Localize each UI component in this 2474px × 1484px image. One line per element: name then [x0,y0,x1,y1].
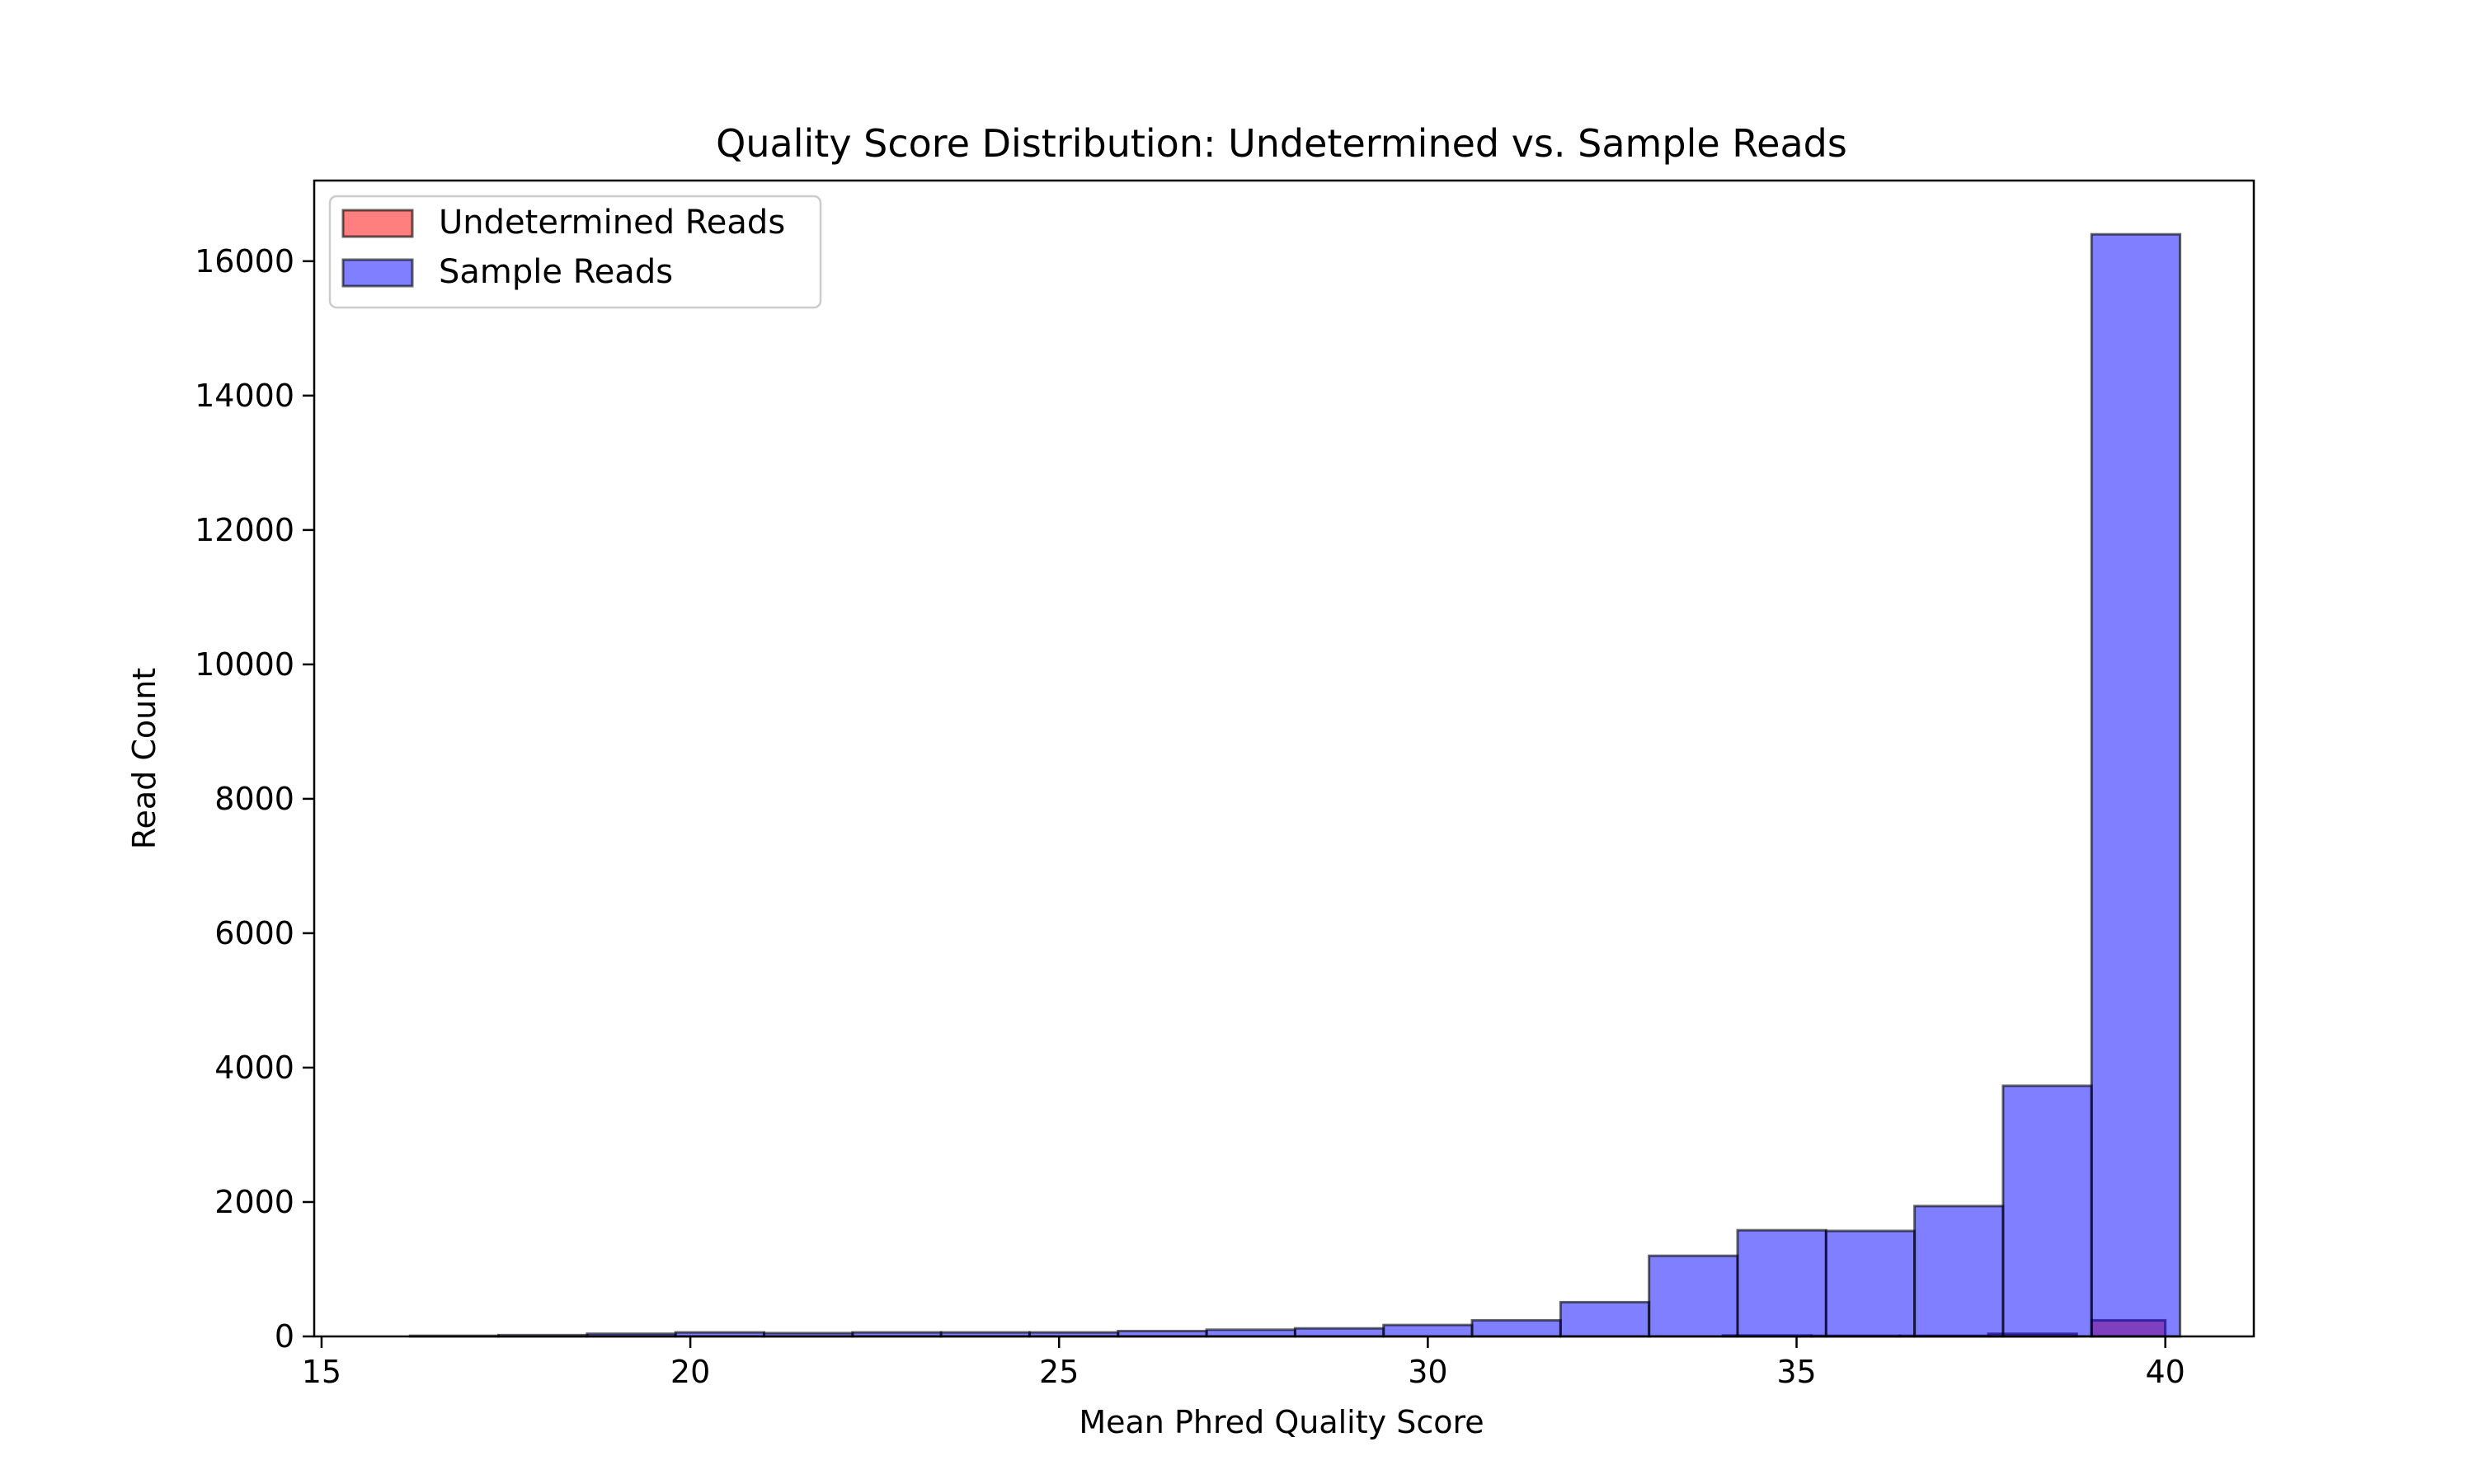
x-axis: 15 20 25 30 35 40 [302,1336,2185,1390]
x-tick-label: 30 [1408,1354,1447,1390]
bar-series-1-bin-14 [1648,1254,1739,1338]
y-tick-label: 0 [275,1318,294,1355]
x-tick-label: 20 [670,1354,710,1390]
bar-series-1-bin-17 [1913,1205,2005,1338]
plot-frame [313,179,2255,1338]
legend-label: Sample Reads [439,253,673,291]
bar-series-1-bin-11 [1382,1323,1474,1338]
legend-label: Undetermined Reads [439,204,785,242]
bar-series-1-bin-10 [1293,1327,1385,1338]
legend: Undetermined Reads Sample Reads [328,195,822,309]
y-tick-label: 4000 [214,1050,294,1086]
y-axis: 0 2000 4000 6000 8000 10000 12000 14000 16000 [195,243,314,1355]
bar-series-1-bin-15 [1736,1228,1827,1338]
y-tick-label: 12000 [195,512,294,548]
bar-series-1-bin-12 [1470,1318,1562,1338]
y-tick-label: 8000 [214,781,294,817]
chart-title: Quality Score Distribution: Undetermined… [716,121,1847,166]
bar-series-1-bin-13 [1559,1300,1651,1338]
x-tick-label: 25 [1039,1354,1079,1390]
y-tick-label: 10000 [195,646,294,683]
y-tick-label: 6000 [214,915,294,951]
legend-swatch [341,209,414,238]
bar-series-1-bin-18 [2001,1084,2093,1338]
y-axis-label: Read Count [126,668,162,849]
legend-box [328,195,822,309]
x-tick-label: 40 [2146,1354,2185,1390]
x-tick-label: 15 [302,1354,341,1390]
y-tick-label: 2000 [214,1184,294,1220]
y-tick-label: 16000 [195,243,294,279]
bar-series-1-bin-19 [2090,232,2182,1338]
bar-series-1-bin-16 [1824,1229,1917,1338]
x-axis-label: Mean Phred Quality Score [1079,1404,1484,1440]
x-tick-label: 35 [1776,1354,1816,1390]
legend-swatch [341,258,414,288]
bars-layer [408,232,2182,1338]
y-tick-label: 14000 [195,378,294,414]
